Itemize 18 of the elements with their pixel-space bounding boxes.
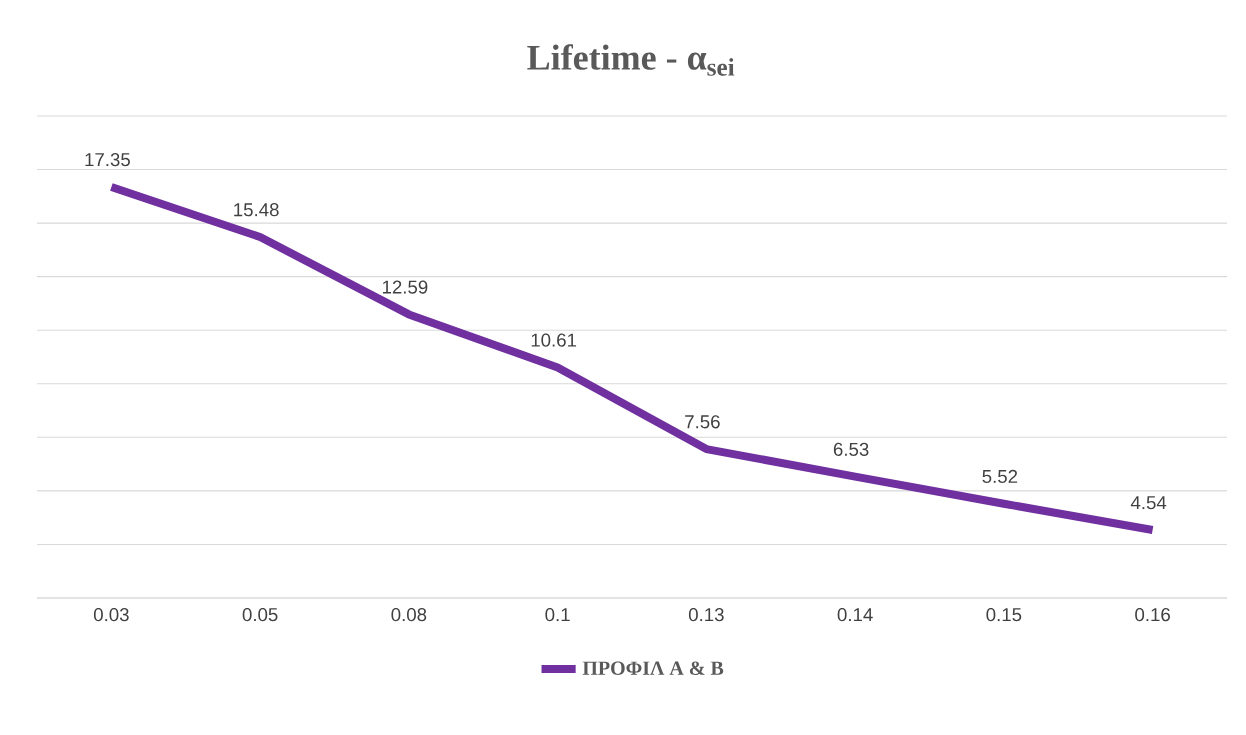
x-tick-label: 0.05 [242,608,278,622]
x-tick-label: 0.16 [1135,608,1170,622]
x-tick-label: 0.14 [837,608,873,622]
data-label: 12.59 [382,280,428,294]
data-label: 15.48 [234,203,279,217]
legend-label: ΠΡΟΦΙΛ Α & Β [582,661,724,675]
x-tick-label: 0.08 [391,608,427,622]
chart-title: Lifetime - α$_{sei}$ [527,44,735,76]
data-label: 10.61 [531,333,577,347]
data-label: 17.35 [85,153,130,167]
x-tick-label: 0.03 [93,608,129,622]
x-tick-label: 0.13 [688,608,724,622]
data-label: 5.52 [982,469,1018,484]
data-label: 7.56 [685,415,720,429]
data-label: 4.54 [1130,496,1167,510]
data-label: 6.53 [833,442,869,456]
x-tick-label: 0.1 [545,608,570,622]
x-tick-label: 0.15 [986,608,1022,622]
